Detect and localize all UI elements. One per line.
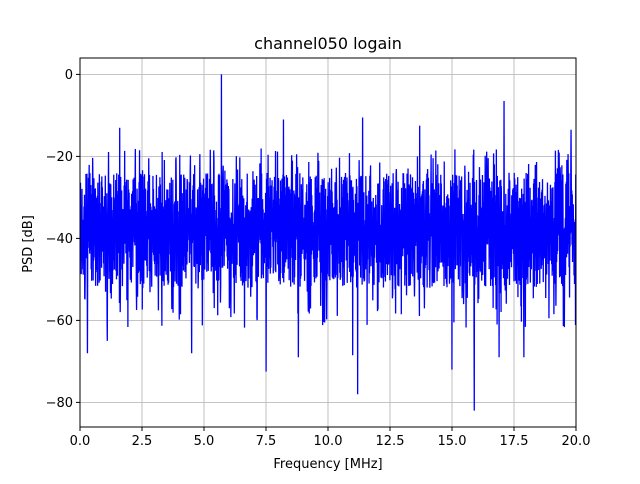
x-tick-label: 20.0: [562, 434, 591, 449]
y-axis-label: PSD [dB]: [21, 215, 36, 273]
x-axis-label: Frequency [MHz]: [273, 457, 382, 472]
x-tick-label: 2.5: [132, 434, 153, 449]
x-tick-label: 15.0: [438, 434, 467, 449]
y-tick-label: 0: [65, 68, 73, 83]
plot-area: [80, 74, 576, 411]
x-tick-label: 0.0: [70, 434, 91, 449]
x-tick-label: 12.5: [376, 434, 405, 449]
x-tick-label: 7.5: [256, 434, 277, 449]
y-tick-label: −40: [46, 232, 73, 247]
x-tick-label: 5.0: [194, 434, 215, 449]
y-tick-label: −80: [46, 396, 73, 411]
chart-title: channel050 logain: [254, 34, 402, 53]
y-tick-label: −20: [46, 150, 73, 165]
x-tick-label: 10.0: [314, 434, 343, 449]
y-tick-label: −60: [46, 314, 73, 329]
psd-series-line: [80, 74, 576, 411]
axes: 0.0 2.5 5.0 7.5 10.0 12.5 15.0 17.5 20.0 −80 −60 −4…: [46, 57, 591, 449]
x-tick-label: 17.5: [500, 434, 529, 449]
